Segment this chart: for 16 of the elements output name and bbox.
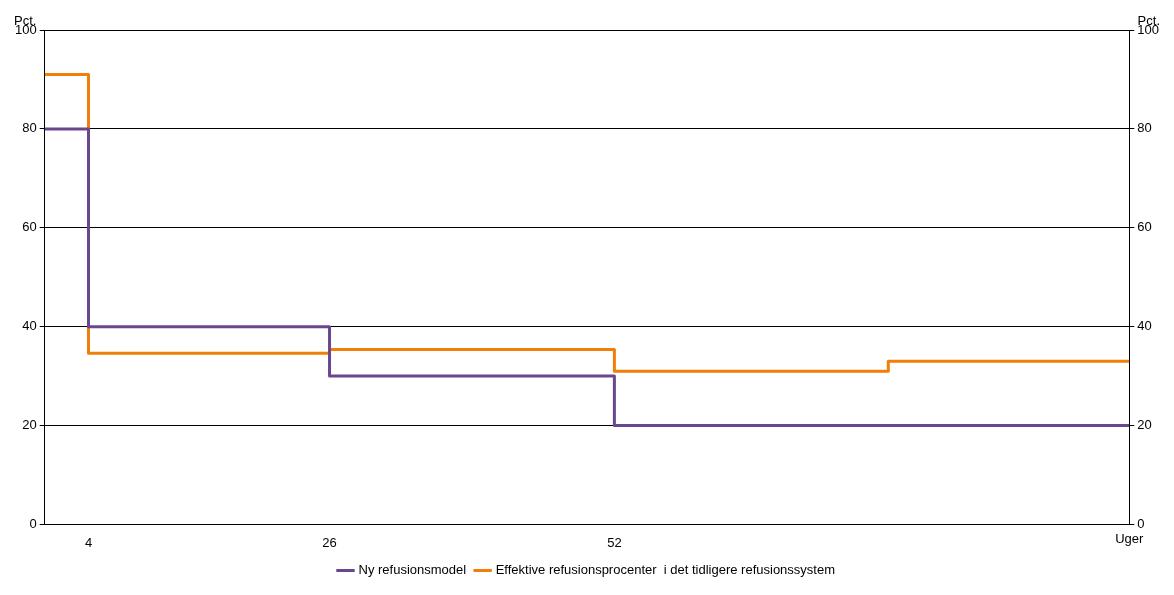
x-axis-title: Uger [1115,531,1145,547]
x-tick-label: 26 [322,534,337,550]
x-tick-label: 4 [84,534,93,550]
y2-tick-label: 40 [1137,318,1152,334]
y-tick-label: 80 [22,120,37,136]
y-tick-label: 40 [22,318,37,334]
legend-label: Ny refusionsmodel [358,562,467,578]
legend-label: Effektive refusionsprocenter i det tidligere refusionssystem [495,562,836,578]
y2-tick-label: 0 [1137,515,1145,531]
y-tick-label: 60 [22,219,37,235]
x-tick-label: 52 [607,534,622,550]
y-tick-label: 20 [22,417,37,433]
y-tick-label: 0 [29,515,37,531]
y2-tick-label: 20 [1137,417,1152,433]
y2-tick-label: 80 [1137,120,1152,136]
y2-tick-label: 60 [1137,219,1152,235]
